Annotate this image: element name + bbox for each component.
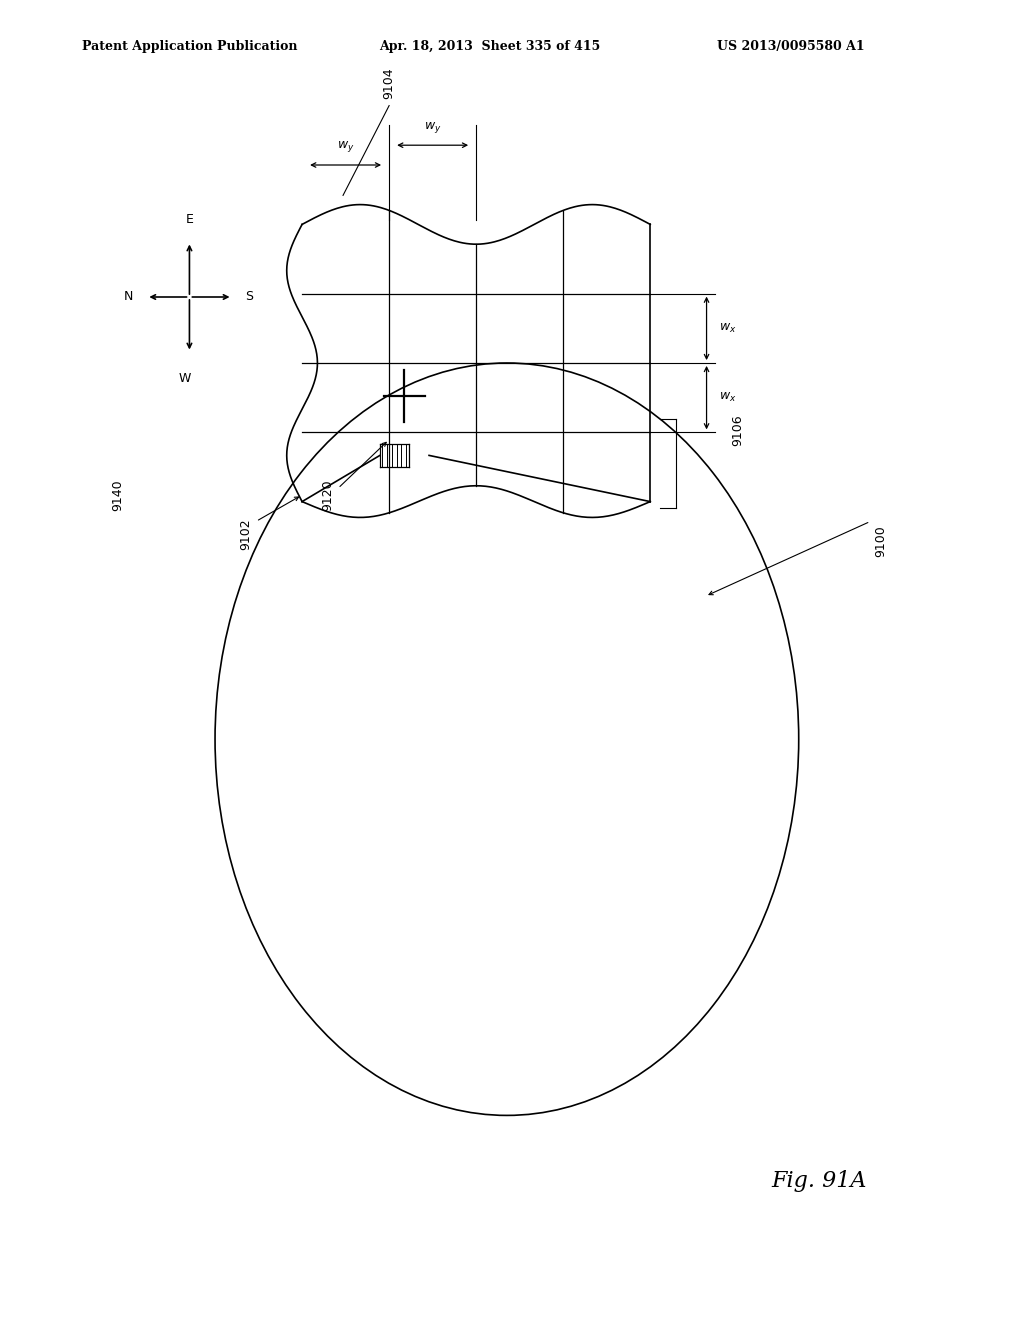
Text: 9100: 9100 xyxy=(874,525,887,557)
Text: S: S xyxy=(245,290,253,304)
Text: 9120: 9120 xyxy=(322,479,334,511)
Text: $w_x$: $w_x$ xyxy=(719,322,736,335)
Text: E: E xyxy=(185,213,194,226)
Text: Apr. 18, 2013  Sheet 335 of 415: Apr. 18, 2013 Sheet 335 of 415 xyxy=(379,40,600,53)
Text: 9104: 9104 xyxy=(383,67,395,99)
Text: US 2013/0095580 A1: US 2013/0095580 A1 xyxy=(717,40,864,53)
Text: 9102: 9102 xyxy=(240,519,252,550)
Text: $w_x$: $w_x$ xyxy=(719,391,736,404)
Text: Fig. 91A: Fig. 91A xyxy=(771,1171,867,1192)
Text: 9106: 9106 xyxy=(731,414,743,446)
Text: $w_y$: $w_y$ xyxy=(424,120,441,135)
Text: Patent Application Publication: Patent Application Publication xyxy=(82,40,297,53)
Text: $w_y$: $w_y$ xyxy=(337,140,354,154)
Text: 9140: 9140 xyxy=(112,479,124,511)
Text: N: N xyxy=(124,290,133,304)
Text: W: W xyxy=(178,372,190,385)
